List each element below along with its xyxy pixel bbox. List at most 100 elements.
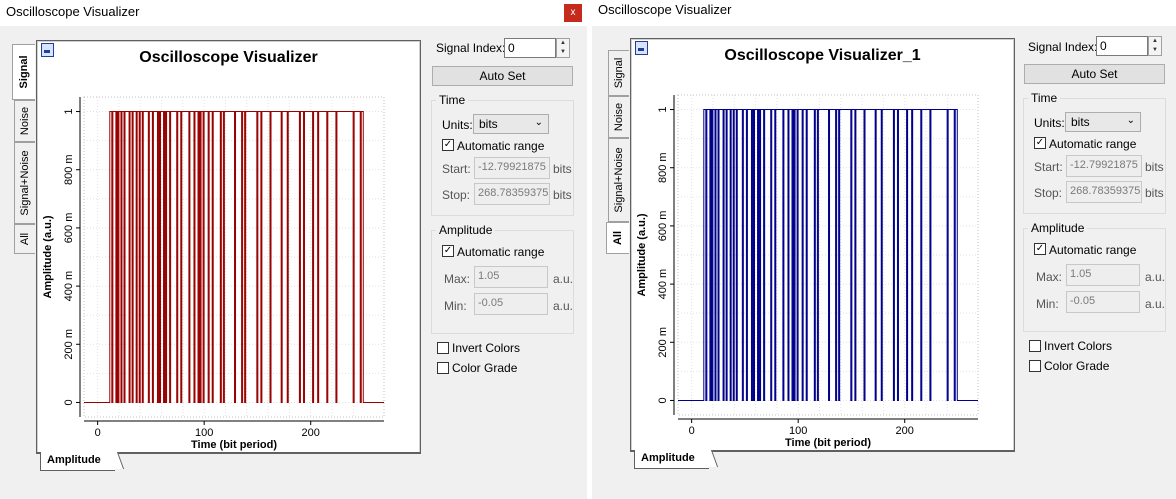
tab-all[interactable]: All [14,224,35,254]
signal-index-label: Signal Index: [1028,40,1098,54]
graph-title: Oscilloscope Visualizer [139,49,318,66]
amplitude-plot[interactable]: 0 100 200 0 200 m 400 m 600 m 800 m 1 Time (bit p… [37,41,420,453]
bottom-tabstrip: Amplitude [630,450,1015,471]
y-tick-label: 0 [657,397,669,403]
start-unit: bits [553,162,572,176]
close-button[interactable]: x [564,4,582,22]
min-label: Min: [1036,297,1059,311]
time-group-label: Time [436,93,469,107]
max-unit: a.u. [1145,270,1166,284]
color-grade-checkbox[interactable] [1029,360,1041,372]
max-field[interactable]: 1.05 [474,266,548,288]
window-title: Oscilloscope Visualizer [6,4,140,19]
auto-set-button[interactable]: Auto Set [1024,64,1165,84]
amplitude-group: Amplitude ✓ Automatic range Max: 1.05 a.… [1023,221,1166,332]
min-field[interactable]: -0.05 [474,293,548,315]
time-auto-range-checkbox[interactable]: ✓ [442,139,454,151]
graph-area[interactable]: Oscilloscope Visualizer_1 0 100 200 0 200 m 4… [630,38,1015,452]
start-label: Start: [1034,160,1063,174]
tab-signal[interactable]: Signal [12,44,35,100]
tab-noise[interactable]: Noise [608,96,629,138]
stepper-down-icon[interactable]: ▼ [1152,47,1158,53]
units-label: Units: [1034,116,1065,130]
tab-noise[interactable]: Noise [14,100,35,142]
settings-panel: Signal Index: 0 ▲ ▼ Auto Set Time Units: … [426,36,576,396]
tab-amplitude[interactable]: Amplitude [634,450,709,469]
tab-all[interactable]: All [606,222,629,254]
time-group: Time Units: bits ⌄ ✓ Automatic range Sta… [431,93,574,216]
title-bar[interactable]: Oscilloscope Visualizer [592,0,1176,26]
units-value: bits [479,117,498,131]
time-auto-range-label: Automatic range [457,139,545,153]
color-grade-label: Color Grade [1044,359,1110,373]
y-tick-label: 1 [63,108,75,114]
min-field[interactable]: -0.05 [1066,291,1140,313]
y-tick-label: 400 m [63,271,75,302]
units-select[interactable]: bits ⌄ [473,114,549,134]
amp-auto-range-label: Automatic range [1049,243,1137,257]
time-group: Time Units: bits ⌄ ✓ Automatic range Sta… [1023,91,1166,214]
stop-label: Stop: [442,188,471,202]
signal-trace [678,109,978,401]
start-field[interactable]: -12.79921875 [1066,155,1142,177]
x-tick-label: 100 [789,425,807,437]
x-axis-label: Time (bit period) [191,439,277,451]
tab-amplitude[interactable]: Amplitude [40,452,115,471]
units-value: bits [1071,115,1090,129]
window-title: Oscilloscope Visualizer [598,2,732,17]
settings-panel: Signal Index: 0 ▲ ▼ Auto Set Time Units: … [1020,34,1170,394]
signal-index-stepper[interactable]: ▲ ▼ [556,38,570,58]
tab-signal-noise[interactable]: Signal+Noise [14,142,35,224]
stepper-down-icon[interactable]: ▼ [560,49,566,55]
max-unit: a.u. [553,272,574,286]
min-unit: a.u. [553,299,574,313]
color-grade-checkbox[interactable] [437,362,449,374]
tab-signal[interactable]: Signal [608,50,629,96]
max-label: Max: [444,272,471,286]
start-field[interactable]: -12.79921875 [474,157,550,179]
units-select[interactable]: bits ⌄ [1065,112,1141,132]
x-tick-label: 200 [896,425,914,437]
bottom-tabstrip: Amplitude [36,452,421,473]
amp-auto-range-checkbox[interactable]: ✓ [1034,243,1046,255]
title-bar[interactable]: Oscilloscope Visualizer x [0,0,587,26]
amp-auto-range-checkbox[interactable]: ✓ [442,245,454,257]
stepper-up-icon[interactable]: ▲ [1152,38,1158,44]
x-tick-label: 0 [95,427,101,439]
x-tick-label: 0 [689,425,695,437]
start-unit: bits [1145,160,1164,174]
graph-icon[interactable] [41,43,54,57]
stop-field[interactable]: 268.78359375 [1066,181,1142,203]
y-tick-label: 400 m [657,269,669,300]
signal-index-input[interactable]: 0 [1096,36,1148,56]
min-label: Min: [444,299,467,313]
auto-set-button[interactable]: Auto Set [432,66,573,86]
stepper-up-icon[interactable]: ▲ [560,40,566,46]
signal-trace [84,111,384,403]
side-tabs: Signal Noise Signal+Noise All [606,50,630,260]
graph-area[interactable]: Oscilloscope Visualizer 0 100 200 0 200 m 400… [36,40,421,454]
signal-index-label: Signal Index: [436,41,506,55]
invert-colors-checkbox[interactable] [437,342,449,354]
stop-field[interactable]: 268.78359375 [474,183,550,205]
y-tick-label: 800 m [657,152,669,183]
tab-signal-noise[interactable]: Signal+Noise [608,138,629,222]
x-axis-label: Time (bit period) [785,437,871,449]
max-label: Max: [1036,270,1063,284]
amplitude-group-label: Amplitude [436,223,496,237]
y-axis-label: Amplitude (a.u.) [42,215,54,298]
max-field[interactable]: 1.05 [1066,264,1140,286]
amplitude-plot[interactable]: 0 100 200 0 200 m 400 m 600 m 800 m 1 Time (bit p… [631,39,1014,451]
color-grade-label: Color Grade [452,361,518,375]
y-tick-label: 1 [657,106,669,112]
time-auto-range-checkbox[interactable]: ✓ [1034,137,1046,149]
chevron-down-icon: ⌄ [534,117,543,128]
invert-colors-checkbox[interactable] [1029,340,1041,352]
y-tick-label: 200 m [63,329,75,360]
signal-index-input[interactable]: 0 [504,38,556,58]
invert-colors-label: Invert Colors [452,341,521,355]
signal-index-stepper[interactable]: ▲ ▼ [1148,36,1162,56]
stop-unit: bits [1145,186,1164,200]
time-auto-range-label: Automatic range [1049,137,1137,151]
graph-icon[interactable] [635,41,648,55]
